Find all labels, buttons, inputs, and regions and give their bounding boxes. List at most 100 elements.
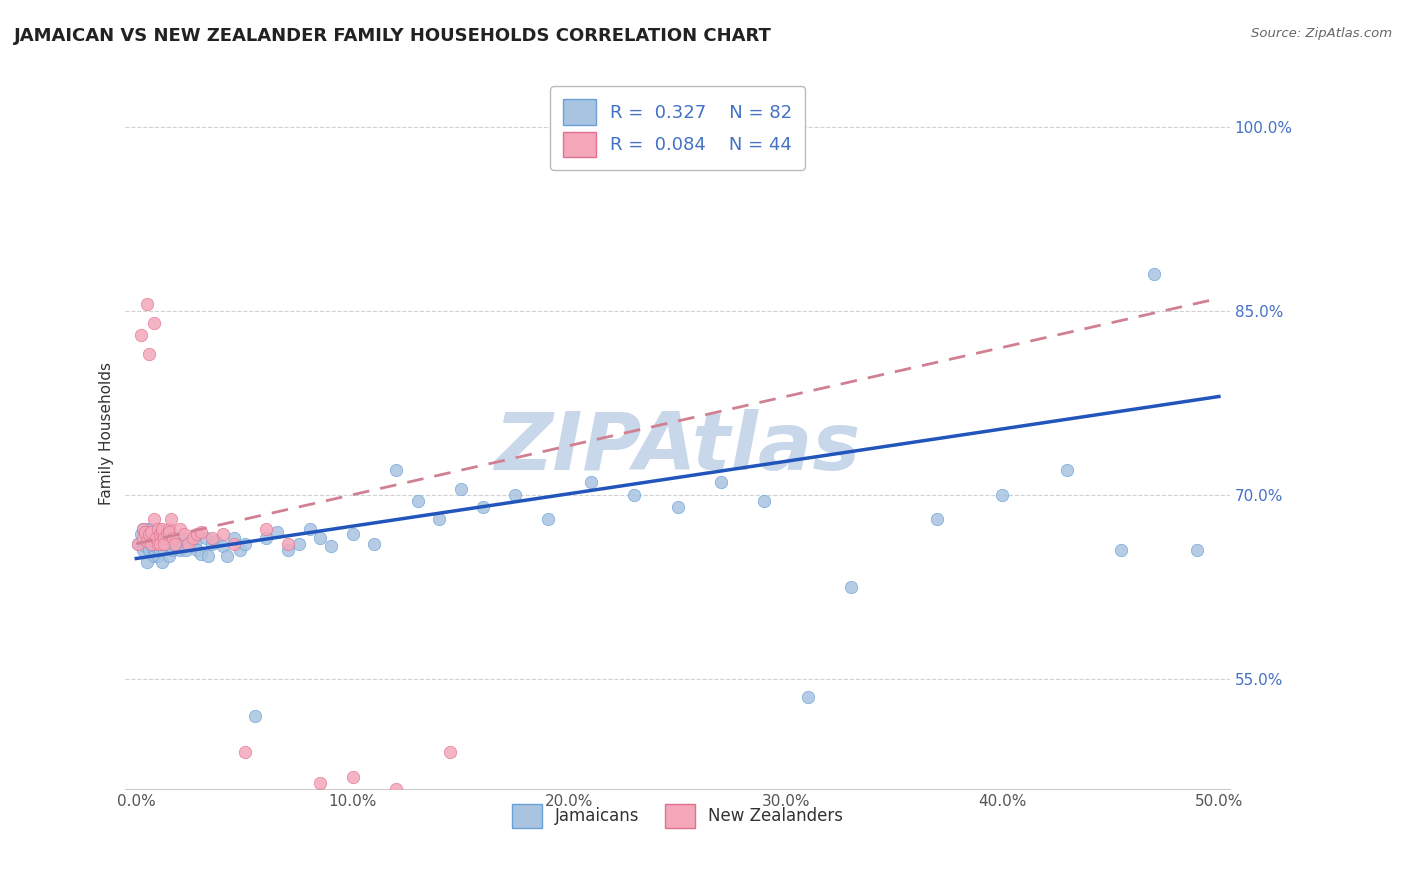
Point [138, 527, 160, 541]
Point [157, 522, 180, 536]
Point [277, 537, 299, 551]
Point [166, 539, 188, 553]
Point [155, 527, 177, 541]
Point [145, 531, 167, 545]
Point [173, 527, 195, 541]
Point [149, 527, 172, 541]
Point [150, 537, 173, 551]
Point [439, 746, 461, 760]
Point [205, 534, 228, 549]
Point [450, 482, 472, 496]
Point [233, 746, 256, 760]
Point [134, 531, 156, 545]
Point [186, 542, 208, 557]
Point [309, 776, 332, 790]
Point [1187, 542, 1209, 557]
Point [132, 542, 155, 557]
Point [132, 522, 155, 536]
Point [146, 522, 169, 536]
Point [342, 527, 364, 541]
Text: JAMAICAN VS NEW ZEALANDER FAMILY HOUSEHOLDS CORRELATION CHART: JAMAICAN VS NEW ZEALANDER FAMILY HOUSEHO… [14, 27, 772, 45]
Point [174, 542, 197, 557]
Point [141, 522, 163, 536]
Point [309, 531, 332, 545]
Text: Source: ZipAtlas.com: Source: ZipAtlas.com [1251, 27, 1392, 40]
Point [141, 524, 163, 539]
Point [127, 537, 149, 551]
Point [136, 534, 159, 549]
Point [153, 531, 176, 545]
Point [217, 549, 239, 563]
Point [927, 512, 949, 526]
Point [429, 512, 451, 526]
Point [153, 537, 176, 551]
Point [149, 542, 172, 557]
Point [503, 488, 526, 502]
Point [229, 542, 252, 557]
Point [1056, 463, 1078, 477]
Point [222, 537, 245, 551]
Point [321, 539, 343, 553]
Point [134, 524, 156, 539]
Point [146, 549, 169, 563]
Point [201, 537, 224, 551]
Point [141, 537, 163, 551]
Point [142, 549, 165, 563]
Point [245, 708, 267, 723]
Point [363, 537, 385, 551]
Y-axis label: Family Households: Family Households [100, 362, 114, 505]
Point [406, 493, 429, 508]
Point [169, 542, 191, 557]
Point [710, 475, 733, 490]
Point [138, 346, 160, 360]
Point [623, 488, 645, 502]
Point [184, 537, 207, 551]
Point [132, 522, 155, 536]
Point [136, 297, 159, 311]
Point [181, 531, 204, 545]
Point [177, 537, 200, 551]
Point [169, 522, 191, 536]
Point [149, 527, 172, 541]
Point [212, 539, 235, 553]
Point [190, 547, 212, 561]
Point [212, 527, 235, 541]
Point [157, 549, 180, 563]
Point [132, 531, 155, 545]
Point [298, 522, 321, 536]
Point [146, 522, 169, 536]
Point [165, 534, 187, 549]
Point [129, 527, 152, 541]
Point [186, 527, 208, 541]
Point [142, 542, 165, 557]
Point [142, 316, 165, 330]
Point [138, 527, 160, 541]
Point [138, 542, 160, 557]
Point [222, 531, 245, 545]
Point [146, 537, 169, 551]
Point [136, 522, 159, 536]
Point [471, 500, 494, 514]
Point [145, 539, 167, 553]
Point [165, 537, 187, 551]
Point [136, 555, 159, 569]
Point [201, 531, 224, 545]
Point [342, 770, 364, 784]
Point [277, 542, 299, 557]
Point [157, 524, 180, 539]
Point [179, 534, 201, 549]
Point [142, 512, 165, 526]
Point [254, 531, 277, 545]
Point [254, 522, 277, 536]
Point [129, 328, 152, 343]
Point [160, 512, 183, 526]
Point [181, 539, 204, 553]
Point [839, 580, 862, 594]
Point [127, 537, 149, 551]
Point [385, 782, 408, 797]
Point [153, 527, 176, 541]
Point [136, 537, 159, 551]
Point [155, 537, 177, 551]
Point [1111, 542, 1133, 557]
Point [266, 524, 288, 539]
